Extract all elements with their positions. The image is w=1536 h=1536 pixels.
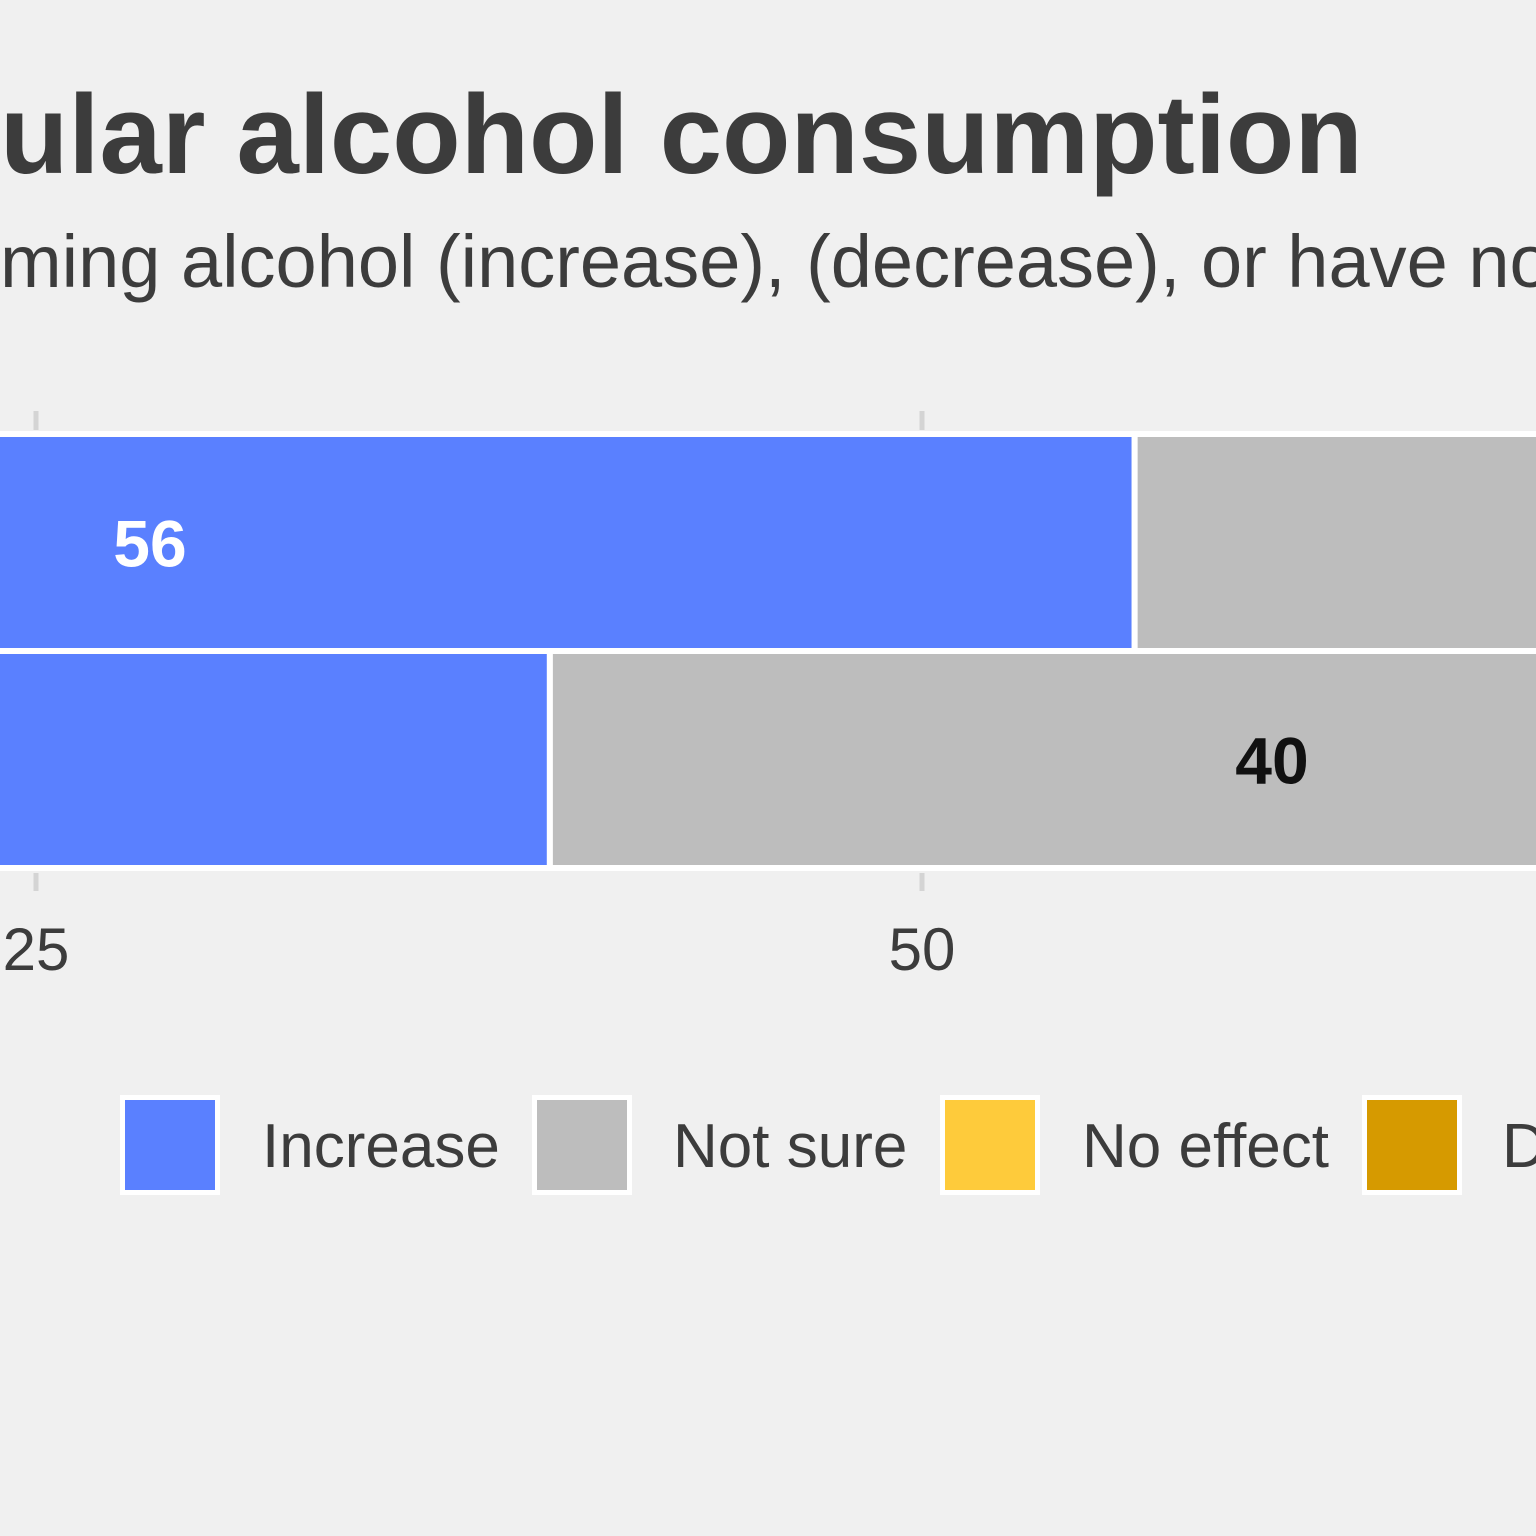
bar-segment-row1-not-sure [546,648,1536,871]
x-tick-label-1: 50 [889,916,956,983]
data-label-row1-not-sure: 40 [1235,724,1308,798]
chart-title: ular alcohol consumption [0,72,1363,197]
x-tick-label-0: 25 [3,916,70,983]
bar-segment-row0-not-sure [1131,431,1536,654]
data-label-row0-increase: 56 [113,507,186,581]
bar-segment-row1-increase [0,648,553,871]
chart-subtitle: ming alcohol (increase), (decrease), or … [0,220,1536,303]
